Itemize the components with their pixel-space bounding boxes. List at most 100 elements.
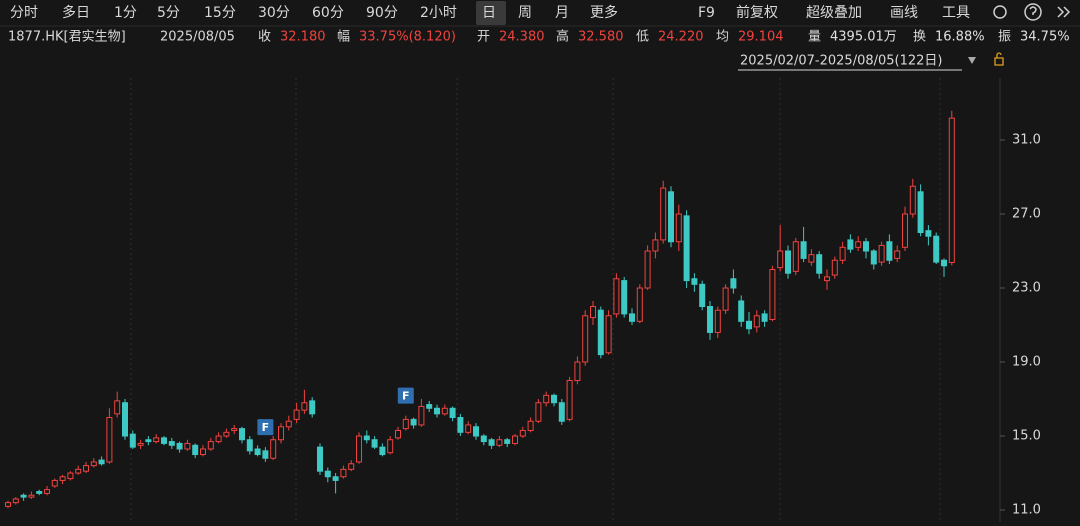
toolbar-tab[interactable]: 日: [482, 5, 496, 21]
candle-body: [161, 437, 167, 444]
candle-body: [590, 306, 596, 319]
candle-body: [582, 315, 589, 363]
candle-body: [878, 244, 885, 263]
candle-body: [824, 276, 830, 282]
candle-body: [67, 472, 74, 480]
candle-body: [246, 439, 253, 452]
quote-bar: 1877.HK[君实生物] 2025/08/05 收 32.180 幅 33.75%(8.…: [8, 29, 1070, 45]
candle-body: [184, 442, 191, 450]
candle-body: [902, 213, 908, 248]
candle-body: [777, 250, 784, 269]
candle-body: [356, 435, 362, 463]
candle-body: [301, 402, 308, 411]
y-tick-label: 23.0: [1012, 281, 1041, 296]
event-marker[interactable]: [257, 419, 274, 436]
candle-body: [270, 439, 277, 459]
candle-body: [83, 465, 89, 472]
candle-body: [36, 491, 43, 494]
toolbar-button[interactable]: 画线: [890, 5, 918, 21]
more-icon[interactable]: [1057, 6, 1071, 18]
quote-label: 幅: [337, 30, 350, 45]
quote-value: 24.220: [658, 30, 704, 45]
toolbar-button[interactable]: F9: [698, 5, 715, 21]
event-marker[interactable]: [397, 387, 414, 404]
toolbar-tab[interactable]: 1分: [114, 5, 137, 21]
candle-body: [558, 402, 565, 422]
dropdown-arrow[interactable]: [968, 57, 976, 64]
candle-body: [317, 446, 323, 472]
candle-body: [340, 468, 347, 478]
candle-body: [831, 259, 838, 276]
toolbar-tab[interactable]: 更多: [590, 4, 618, 21]
toolbar: 分时 多日 1分 5分 15分 30分 60分 90分 2小时 日 周 月 更多 F9 前复权 超级叠加 画线 工…: [10, 1, 970, 25]
candle-body: [426, 404, 433, 409]
settings-icon[interactable]: [993, 5, 1007, 19]
candle-body: [129, 433, 136, 448]
candle-body: [847, 239, 854, 250]
candle-body: [348, 463, 355, 470]
toolbar-tab[interactable]: 90分: [366, 5, 398, 21]
toolbar-tab[interactable]: 周: [518, 5, 532, 21]
candle-body: [909, 185, 916, 215]
y-tick-label: 15.0: [1012, 429, 1041, 444]
quote-value: 29.104: [738, 30, 784, 45]
candle-body: [792, 241, 799, 272]
toolbar-tab[interactable]: 60分: [312, 5, 344, 21]
candle-body: [933, 235, 940, 263]
candle-body: [122, 402, 128, 437]
toolbar-tab[interactable]: 2小时: [420, 5, 457, 21]
candle-body: [660, 187, 667, 241]
candle-body: [441, 407, 448, 415]
candle-body: [730, 278, 737, 289]
y-tick-label: 31.0: [1012, 132, 1041, 147]
candle-body: [285, 420, 292, 428]
candle-body: [465, 424, 472, 433]
lock-icon[interactable]: [994, 52, 1004, 66]
candle-body: [114, 400, 121, 415]
candle-body: [785, 250, 791, 274]
toolbar-tab[interactable]: 月: [555, 5, 569, 21]
toolbar-button[interactable]: 超级叠加: [806, 5, 862, 21]
toolbar-tab[interactable]: 多日: [62, 4, 90, 21]
candle-body: [668, 191, 674, 243]
candle-body: [215, 435, 222, 443]
quote-value: 32.180: [280, 30, 326, 45]
candle-body: [714, 309, 721, 333]
candle-body: [839, 246, 846, 261]
toolbar-tab[interactable]: 30分: [258, 5, 290, 21]
candle-body: [761, 313, 768, 322]
candle-body: [816, 254, 823, 274]
quote-label: 收: [258, 30, 271, 45]
candle-body: [863, 241, 869, 252]
candle-body: [808, 254, 815, 263]
quote-date: 2025/08/05: [160, 30, 235, 45]
candle-body: [449, 407, 456, 419]
candle-body: [504, 439, 511, 444]
candle-body: [512, 435, 518, 444]
candle-body: [192, 444, 199, 456]
toolbar-tab[interactable]: 15分: [204, 5, 236, 21]
event-label: F: [402, 390, 410, 403]
quote-label: 量: [808, 30, 821, 45]
candle-body: [566, 380, 573, 420]
date-range[interactable]: 2025/02/07-2025/08/05(122日): [740, 54, 943, 69]
help-icon[interactable]: [1024, 3, 1042, 21]
candle-body: [855, 241, 862, 248]
toolbar-tab[interactable]: 5分: [157, 5, 180, 21]
candle-body: [44, 489, 50, 494]
quote-value: 33.75%(8.120): [359, 30, 456, 45]
candle-body: [379, 446, 386, 456]
toolbar-button[interactable]: 前复权: [736, 4, 778, 21]
candle-body: [457, 417, 464, 433]
candle-body: [434, 407, 440, 415]
candle-body: [59, 476, 66, 481]
candle-body: [75, 468, 82, 474]
toolbar-tab[interactable]: 分时: [10, 5, 38, 21]
candle-body: [870, 250, 877, 265]
candle-body: [145, 439, 152, 443]
candle-body: [551, 394, 557, 404]
candle-body: [254, 448, 261, 456]
toolbar-button[interactable]: 工具: [942, 5, 970, 21]
candle-body: [629, 313, 635, 322]
quote-label: 换: [913, 30, 926, 45]
